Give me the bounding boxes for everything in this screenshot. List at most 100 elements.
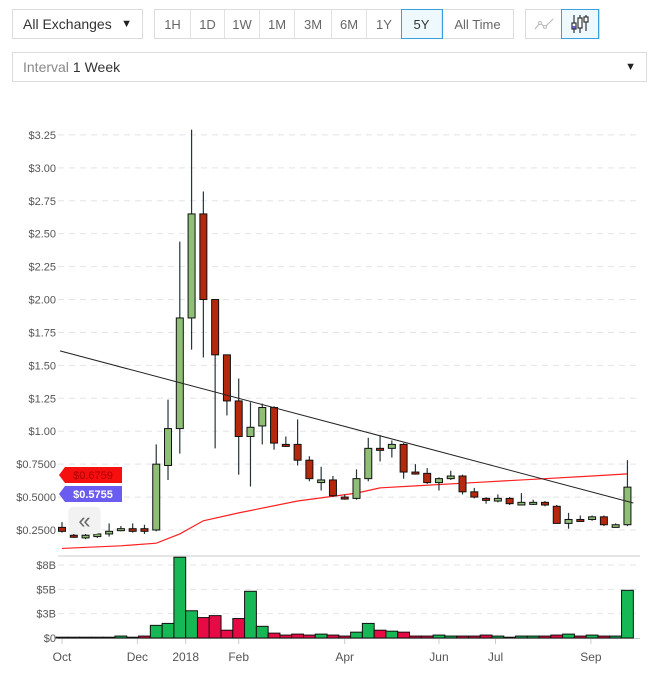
volume-bar	[102, 636, 116, 639]
price-badge	[59, 467, 122, 483]
candle-body	[69, 534, 78, 538]
candle-body	[611, 524, 620, 528]
time-range-group: 1H 1D 1W 1M 3M 6M 1Y 5Y All Time	[154, 9, 514, 39]
candle	[105, 523, 114, 537]
volume-bar	[409, 635, 422, 639]
candle	[470, 487, 479, 499]
volume-bar	[220, 629, 234, 639]
exchange-select-value: All Exchanges	[23, 16, 112, 32]
candle-body	[58, 526, 66, 532]
candle-body	[105, 530, 114, 535]
exchange-select[interactable]: All Exchanges ▼	[12, 9, 143, 39]
candle	[540, 501, 549, 507]
range-button-1m[interactable]: 1M	[260, 10, 295, 38]
candle	[505, 497, 514, 505]
volume-bar	[361, 622, 375, 639]
candle	[317, 466, 326, 491]
candle	[81, 533, 90, 540]
volume-bar	[526, 635, 540, 639]
candle-body	[222, 354, 231, 402]
candle	[305, 456, 314, 482]
candle	[623, 460, 632, 527]
candle	[128, 523, 137, 533]
candle	[576, 515, 585, 522]
range-button-all-time[interactable]: All Time	[454, 16, 501, 32]
candle-body	[293, 443, 302, 461]
candle-body	[305, 459, 314, 480]
price-tick-label: $1.25	[28, 393, 56, 405]
candle-body	[458, 475, 467, 493]
volume-bar	[432, 634, 446, 639]
candle	[376, 435, 385, 462]
candle-body	[258, 407, 267, 427]
candle	[493, 494, 502, 503]
volume-bar	[326, 634, 340, 639]
chart-type-group	[525, 9, 600, 39]
candlestick-button[interactable]	[561, 9, 599, 39]
range-button-3m[interactable]: 3M	[295, 10, 332, 38]
x-tick-label: Feb	[228, 650, 249, 664]
candle	[458, 474, 467, 495]
candle-body	[552, 505, 561, 524]
candle	[517, 493, 526, 506]
volume-bar	[491, 635, 505, 639]
volume-bar	[149, 624, 163, 639]
candle-body	[376, 447, 385, 451]
volume-bar	[338, 635, 352, 639]
candle	[140, 524, 149, 534]
range-button-5y[interactable]: 5Y	[401, 9, 443, 39]
volume-bar	[67, 636, 81, 639]
candle-body	[576, 518, 585, 522]
x-tick-label: Apr	[335, 650, 354, 664]
volume-bar	[314, 633, 328, 639]
volume-bar	[573, 635, 587, 639]
interval-select[interactable]: Interval 1 Week ▼	[12, 52, 647, 82]
candle-body	[470, 491, 479, 498]
volume-tick-label: $5B	[36, 584, 56, 596]
collapse-left-button[interactable]: «	[69, 507, 100, 534]
candle	[258, 403, 267, 445]
candle	[482, 497, 491, 504]
x-tick-label: Sep	[580, 650, 602, 664]
range-button-1d[interactable]: 1D	[191, 10, 225, 38]
volume-bar	[161, 622, 175, 639]
volume-bar	[185, 610, 198, 639]
line-chart-button[interactable]	[526, 10, 562, 38]
volume-bar	[350, 631, 363, 639]
range-button-1y[interactable]: 1Y	[367, 10, 402, 38]
candle-body	[116, 528, 125, 532]
range-button-1h[interactable]: 1H	[155, 10, 191, 38]
volume-bar	[279, 634, 293, 639]
candle	[387, 440, 396, 458]
candle	[246, 402, 255, 487]
candle	[222, 354, 231, 416]
volume-bar	[456, 635, 469, 639]
candle	[611, 523, 620, 528]
volume-bar	[255, 625, 269, 639]
candle	[187, 129, 196, 350]
volume-bar	[609, 635, 623, 639]
candle-body	[446, 475, 455, 480]
price-tick-label: $2.50	[28, 229, 56, 241]
caret-down-icon: ▼	[121, 18, 132, 30]
price-tick-label: $0.7500	[16, 459, 56, 471]
range-button-1w[interactable]: 1W	[225, 10, 260, 38]
volume-bar	[585, 634, 599, 639]
candle	[411, 464, 420, 475]
caret-down-icon: ▼	[625, 61, 636, 73]
candle	[164, 399, 173, 480]
volume-bar	[173, 556, 187, 639]
line-chart-icon	[534, 18, 554, 30]
range-button-6m[interactable]: 6M	[332, 10, 367, 38]
volume-bar	[373, 629, 387, 639]
trendline	[59, 350, 634, 504]
price-tick-label: $2.75	[28, 196, 56, 208]
candle	[434, 477, 443, 491]
x-tick-label: 2018	[172, 650, 199, 664]
candle	[116, 526, 125, 532]
candle	[281, 436, 290, 448]
candle	[234, 378, 243, 475]
volume-bar	[467, 635, 481, 639]
